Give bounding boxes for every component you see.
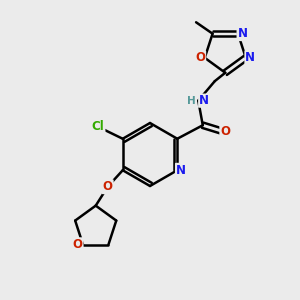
Text: N: N [176, 164, 186, 177]
Text: N: N [199, 94, 209, 107]
Text: Cl: Cl [92, 120, 104, 133]
Text: N: N [245, 51, 255, 64]
Text: O: O [195, 51, 205, 64]
Text: O: O [220, 125, 230, 138]
Text: N: N [238, 27, 248, 40]
Text: H: H [187, 96, 196, 106]
Text: O: O [73, 238, 82, 251]
Text: O: O [103, 180, 113, 193]
